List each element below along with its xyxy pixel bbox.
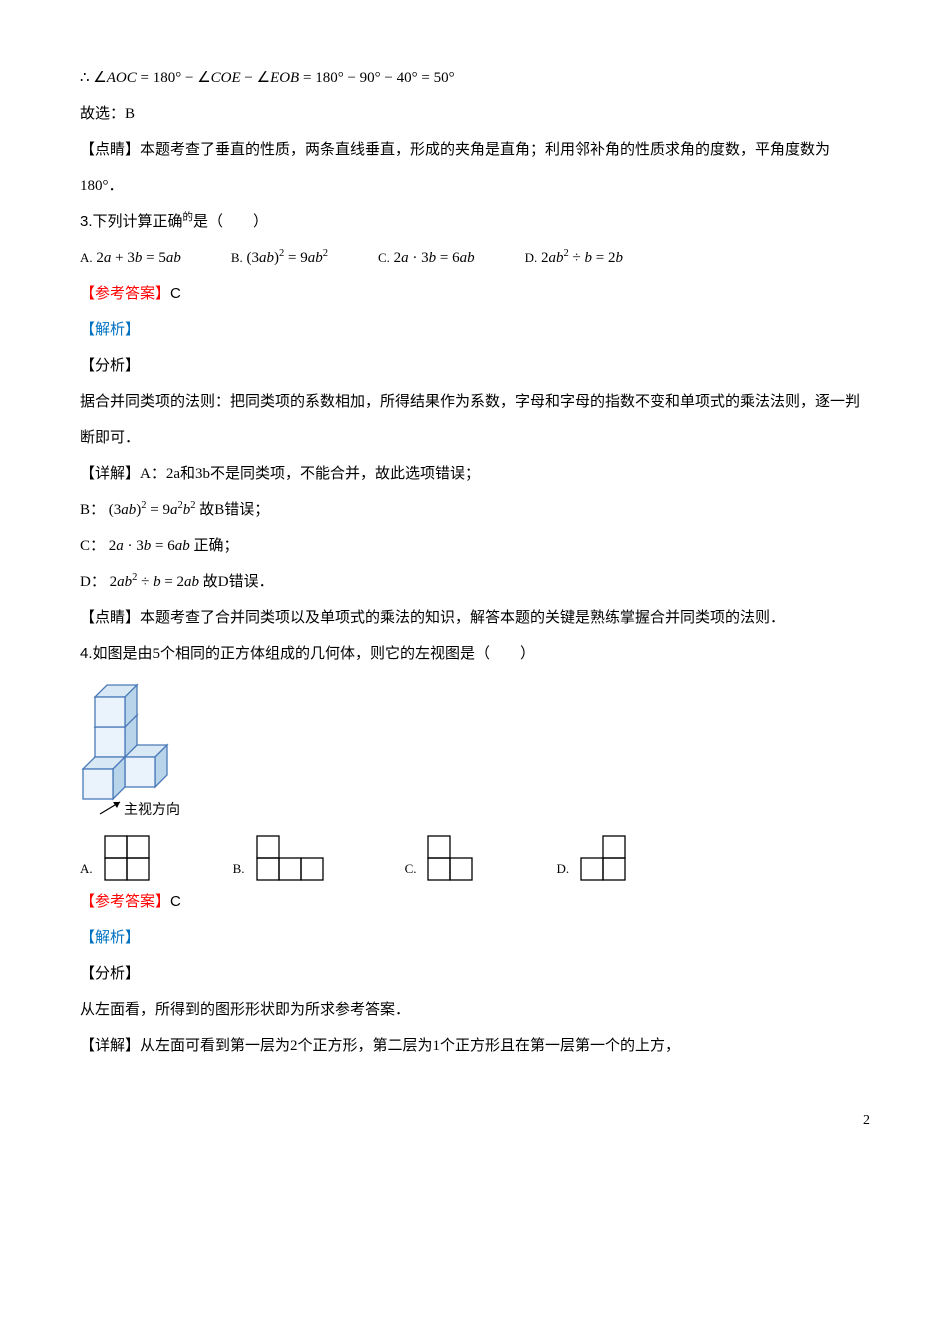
q3-detail-b: B： (3ab)2 = 9a2b2 故B错误； xyxy=(80,492,870,528)
q3-detail-a: 【详解】A：2a和3b不是同类项，不能合并，故此选项错误； xyxy=(80,456,870,492)
q3-options: A. 2a + 3b = 5ab B. (3ab)2 = 9ab2 C. 2a … xyxy=(80,240,870,276)
tip-text: 【点睛】本题考查了垂直的性质，两条直线垂直，形成的夹角是直角；利用邻补角的性质求… xyxy=(80,132,870,204)
q4-option-d: D. xyxy=(556,832,649,884)
q3-detail-d: D： 2ab2 ÷ b = 2ab 故D错误． xyxy=(80,564,870,600)
equation-line: ∴ ∠AOC = 180° − ∠COE − ∠EOB = 180° − 90°… xyxy=(80,60,870,96)
q4-answer: 【参考答案】C xyxy=(80,884,870,920)
q4-detail: 【详解】从左面可看到第一层为2个正方形，第二层为1个正方形且在第一层第一个的上方… xyxy=(80,1028,870,1064)
q4-main-figure: 主视方向 xyxy=(80,682,870,822)
q4-option-c: C. xyxy=(405,832,497,884)
q4-option-b: B. xyxy=(233,832,345,884)
q4-analysis: 从左面看，所得到的图形形状即为所求参考答案． xyxy=(80,992,870,1028)
q4-option-a: A. xyxy=(80,832,173,884)
q3-analysis: 据合并同类项的法则：把同类项的系数相加，所得结果作为系数，字母和字母的指数不变和… xyxy=(80,384,870,456)
therefore-symbol: ∴ xyxy=(80,70,90,86)
q3-option-a: A. 2a + 3b = 5ab xyxy=(80,240,181,276)
q3-analysis-label: 【分析】 xyxy=(80,348,870,384)
main-view-label: 主视方向 xyxy=(124,802,180,818)
q3-answer: 【参考答案】C xyxy=(80,276,870,312)
q4-stem: 4.如图是由5个相同的正方体组成的几何体，则它的左视图是（ ） xyxy=(80,636,870,672)
q3-parse-label: 【解析】 xyxy=(80,312,870,348)
q3-detail-c: C： 2a · 3b = 6ab 正确； xyxy=(80,528,870,564)
q4-parse-label: 【解析】 xyxy=(80,920,870,956)
q4-options: A. B. C. D. xyxy=(80,832,870,884)
page-number: 2 xyxy=(80,1104,870,1138)
q3-option-c: C. 2a · 3b = 6ab xyxy=(378,240,475,276)
q4-analysis-label: 【分析】 xyxy=(80,956,870,992)
q3-option-d: D. 2ab2 ÷ b = 2b xyxy=(525,240,623,276)
q3-option-b: B. (3ab)2 = 9ab2 xyxy=(231,240,328,276)
q3-tip: 【点睛】本题考查了合并同类项以及单项式的乘法的知识，解答本题的关键是熟练掌握合并… xyxy=(80,600,870,636)
q3-stem: 3.下列计算正确的是（ ） xyxy=(80,204,870,240)
answer-text: 故选：B xyxy=(80,96,870,132)
